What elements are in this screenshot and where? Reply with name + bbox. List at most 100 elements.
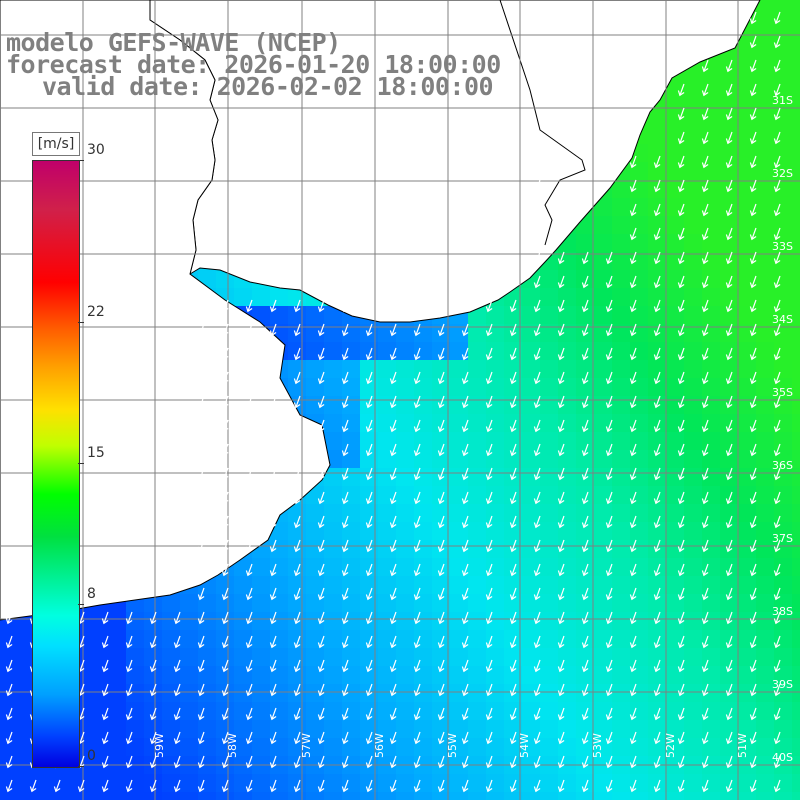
wind-arrowhead — [245, 426, 253, 433]
wind-cell — [612, 684, 630, 702]
wind-arrow — [223, 659, 229, 672]
wind-arrow — [655, 323, 661, 336]
wind-arrow — [343, 323, 349, 336]
wind-cell — [108, 612, 126, 630]
wind-arrow — [295, 515, 301, 528]
wind-arrow — [463, 611, 469, 624]
wind-cell — [666, 540, 684, 558]
wind-arrow — [655, 779, 661, 792]
wind-arrowhead — [677, 522, 685, 529]
wind-cell — [756, 36, 774, 54]
wind-cell — [594, 252, 612, 270]
wind-arrowhead — [677, 402, 685, 409]
wind-arrowhead — [221, 618, 229, 625]
wind-arrowhead — [557, 618, 565, 625]
wind-arrow — [583, 515, 589, 528]
wind-arrow — [199, 659, 205, 672]
wind-cell — [702, 162, 720, 180]
wind-cell — [594, 576, 612, 594]
wind-arrowhead — [221, 474, 229, 481]
wind-arrow — [511, 515, 517, 528]
wind-arrow — [271, 635, 277, 648]
wind-arrowhead — [437, 546, 445, 553]
wind-arrow — [247, 635, 253, 648]
wind-arrow — [127, 683, 133, 696]
wind-cell — [792, 792, 800, 800]
wind-arrowhead — [365, 450, 373, 457]
wind-cell — [432, 558, 450, 576]
wind-arrow — [727, 683, 733, 696]
wind-cell — [396, 594, 414, 612]
wind-cell — [108, 774, 126, 792]
wind-arrowhead — [533, 210, 541, 217]
wind-cell — [342, 360, 360, 378]
wind-arrow — [607, 251, 613, 264]
wind-cell — [540, 468, 558, 486]
wind-arrowhead — [749, 498, 757, 505]
wind-arrowhead — [749, 522, 757, 529]
longitude-label: 59W — [153, 733, 166, 758]
wind-cell — [720, 198, 738, 216]
wind-arrowhead — [677, 666, 685, 673]
wind-cell — [342, 342, 360, 360]
wind-arrow — [583, 347, 589, 360]
wind-cell — [486, 360, 504, 378]
wind-cell — [792, 270, 800, 288]
wind-cell — [756, 324, 774, 342]
wind-arrow — [583, 611, 589, 624]
wind-arrow — [703, 83, 709, 96]
wind-arrow — [319, 395, 325, 408]
wind-arrow — [463, 491, 469, 504]
wind-cell — [558, 504, 576, 522]
latitude-label: 32S — [772, 167, 793, 180]
wind-cell — [540, 360, 558, 378]
wind-arrow — [535, 659, 541, 672]
wind-arrowhead — [701, 42, 709, 49]
wind-arrow — [367, 419, 373, 432]
wind-arrow — [583, 683, 589, 696]
wind-cell — [756, 612, 774, 630]
wind-arrowhead — [173, 690, 181, 697]
wind-arrowhead — [269, 474, 277, 481]
wind-cell — [540, 306, 558, 324]
wind-arrowhead — [413, 642, 421, 649]
wind-cell — [738, 504, 756, 522]
wind-arrowhead — [365, 642, 373, 649]
wind-arrow — [775, 707, 781, 720]
wind-cell — [648, 594, 666, 612]
wind-cell — [576, 360, 594, 378]
wind-cell — [54, 792, 72, 800]
wind-arrowhead — [677, 114, 685, 121]
wind-cell — [504, 414, 522, 432]
wind-arrow — [631, 611, 637, 624]
wind-arrowhead — [677, 714, 685, 721]
wind-arrowhead — [653, 330, 661, 337]
wind-cell — [774, 72, 792, 90]
wind-arrow — [751, 395, 757, 408]
wind-arrow — [295, 371, 301, 384]
wind-arrowhead — [293, 378, 301, 385]
wind-cell — [594, 234, 612, 252]
wind-cell — [756, 72, 774, 90]
wind-cell — [612, 378, 630, 396]
wind-arrow — [583, 779, 589, 792]
wind-cell — [342, 576, 360, 594]
wind-cell — [666, 144, 684, 162]
wind-cell — [684, 288, 702, 306]
wind-arrowhead — [293, 450, 301, 457]
wind-arrow — [415, 491, 421, 504]
wind-arrow — [199, 443, 205, 456]
wind-arrow — [295, 347, 301, 360]
wind-arrow — [415, 323, 421, 336]
wind-cell — [378, 648, 396, 666]
wind-arrowhead — [677, 210, 685, 217]
wind-arrow — [223, 443, 229, 456]
wind-arrow — [583, 491, 589, 504]
wind-arrow — [271, 443, 277, 456]
wind-cell — [234, 702, 252, 720]
wind-arrowhead — [293, 786, 301, 793]
wind-cell — [684, 252, 702, 270]
wind-cell — [414, 450, 432, 468]
wind-arrowhead — [437, 450, 445, 457]
wind-arrowhead — [221, 354, 229, 361]
